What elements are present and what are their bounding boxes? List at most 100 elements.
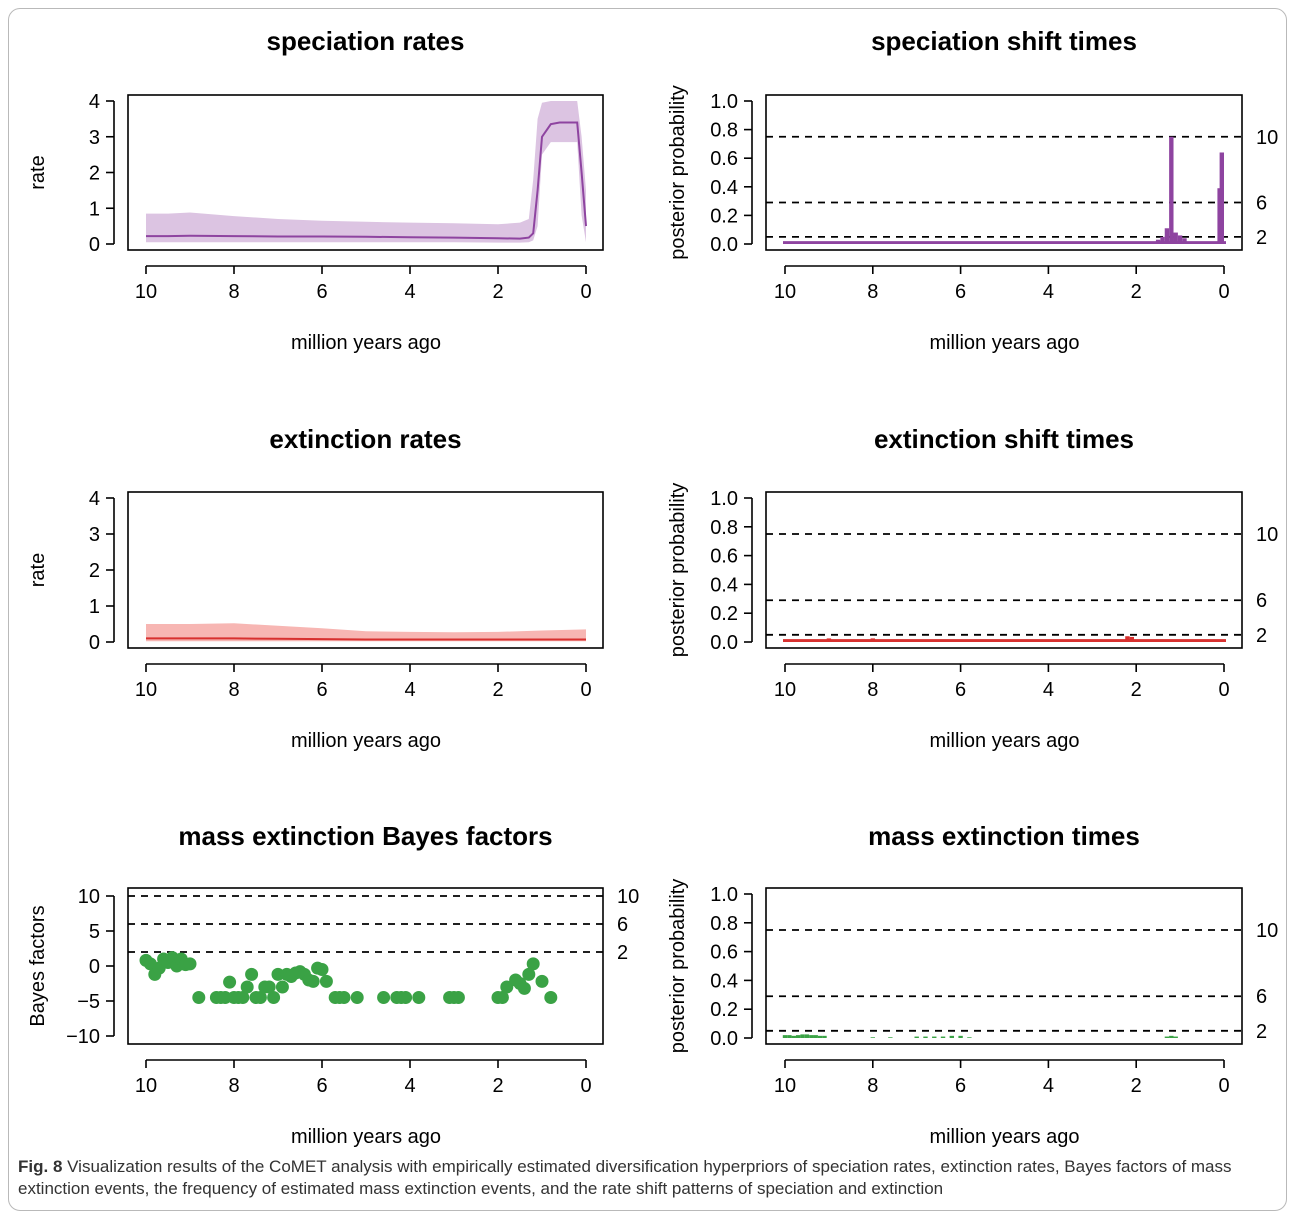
- mass-extinction-bayes-factors-point: [337, 991, 351, 1004]
- speciation-rates-credible-interval: [146, 101, 586, 243]
- mass-extinction-bayes-factors-point: [319, 974, 333, 988]
- extinction-shift-times-x-tick-label: 4: [1043, 679, 1054, 701]
- mass-extinction-bayes-factors-point: [183, 957, 197, 971]
- mass-extinction-times-y-tick-label: 0.0: [710, 1028, 738, 1050]
- speciation-rates-x-tick-label: 8: [228, 281, 239, 303]
- extinction-rates-plot-box: [127, 491, 604, 649]
- mass-extinction-bayes-factors-y-tick-label: 5: [89, 921, 100, 943]
- mass-extinction-bayes-factors-x-tick-label: 4: [404, 1075, 415, 1097]
- mass-extinction-times-bar: [1164, 1036, 1170, 1038]
- mass-extinction-bayes-factors-y-tick-label: −10: [66, 1026, 100, 1048]
- mass-extinction-bayes-factors-point: [240, 980, 254, 994]
- mass-extinction-times-x-tick-label: 6: [955, 1075, 966, 1097]
- mass-extinction-times-bar: [804, 1034, 810, 1038]
- speciation-shift-times-x-tick-label: 10: [774, 281, 796, 303]
- mass-extinction-bayes-factors-y-label: Bayes factors: [27, 905, 49, 1026]
- mass-extinction-times-plot-box: [765, 887, 1243, 1045]
- extinction-shift-times-bar: [1129, 636, 1135, 642]
- mass-extinction-bayes-factors-point: [267, 991, 281, 1004]
- mass-extinction-bayes-factors-threshold-label-2: 2: [617, 942, 628, 964]
- mass-extinction-bayes-factors-point: [192, 991, 206, 1004]
- speciation-shift-times-y-label: posterior probability: [667, 85, 689, 260]
- mass-extinction-bayes-factors-y-tick-label: −5: [77, 991, 100, 1013]
- extinction-rates-y-label: rate: [27, 553, 49, 587]
- mass-extinction-times-bar: [822, 1035, 827, 1038]
- speciation-shift-times-panel: speciation shift times 2 6 10 0.0 0.2 0.4 0.6 0.…: [667, 26, 1278, 354]
- speciation-shift-times-x-tick-label: 2: [1131, 281, 1142, 303]
- mass-extinction-bayes-factors-point: [526, 957, 540, 971]
- mass-extinction-bayes-factors-x-tick-label: 10: [135, 1075, 157, 1097]
- mass-extinction-bayes-factors-panel: mass extinction Bayes factors 2 6 10 −10 −5 0 5…: [27, 821, 639, 1148]
- mass-extinction-bayes-factors-point: [306, 974, 320, 988]
- figure-label: Fig. 8: [18, 1157, 63, 1176]
- mass-extinction-bayes-factors-point: [535, 974, 549, 988]
- extinction-shift-times-threshold-label-2: 2: [1256, 625, 1267, 647]
- extinction-rates-y-tick-label: 1: [89, 596, 100, 618]
- speciation-shift-times-bar: [1160, 236, 1165, 244]
- mass-extinction-times-y-tick-label: 0.4: [710, 970, 738, 992]
- mass-extinction-bayes-factors-point: [245, 967, 259, 981]
- extinction-shift-times-threshold-label-6: 6: [1256, 590, 1267, 612]
- extinction-shift-times-x-tick-label: 0: [1218, 679, 1229, 701]
- mass-extinction-bayes-factors-point: [544, 991, 558, 1004]
- mass-extinction-bayes-factors-point: [451, 991, 465, 1004]
- extinction-rates-panel: extinction rates 0 1 2 3 4 rate 10 8 6 4 2 0 million …: [27, 424, 604, 752]
- mass-extinction-times-bar: [932, 1036, 937, 1038]
- speciation-shift-times-bar: [1173, 232, 1178, 244]
- speciation-shift-times-threshold-label-6: 6: [1256, 193, 1267, 215]
- speciation-shift-times-y-tick-label: 1.0: [710, 91, 738, 113]
- extinction-rates-x-tick-label: 6: [316, 679, 327, 701]
- extinction-shift-times-x-tick-label: 10: [774, 679, 796, 701]
- extinction-shift-times-y-tick-label: 1.0: [710, 488, 738, 510]
- extinction-rates-x-tick-label: 2: [492, 679, 503, 701]
- speciation-rates-y-label: rate: [27, 155, 49, 189]
- mass-extinction-times-bar: [795, 1035, 801, 1038]
- speciation-shift-times-bar: [1155, 239, 1161, 244]
- mass-extinction-times-x-tick-label: 0: [1218, 1075, 1229, 1097]
- mass-extinction-times-bar: [958, 1035, 963, 1038]
- extinction-shift-times-y-tick-label: 0.6: [710, 546, 738, 568]
- speciation-rates-x-tick-label: 10: [135, 281, 157, 303]
- mass-extinction-bayes-factors-x-tick-label: 0: [580, 1075, 591, 1097]
- mass-extinction-times-bar: [800, 1034, 805, 1038]
- mass-extinction-bayes-factors-point: [399, 991, 413, 1004]
- speciation-shift-times-title: speciation shift times: [871, 26, 1137, 56]
- extinction-rates-x-tick-label: 8: [228, 679, 239, 701]
- extinction-rates-x-tick-label: 10: [135, 679, 157, 701]
- speciation-shift-times-baseline-bars: [783, 241, 1226, 244]
- speciation-rates-y-tick-label: 4: [89, 91, 100, 113]
- speciation-shift-times-x-tick-label: 4: [1043, 281, 1054, 303]
- mass-extinction-times-y-tick-label: 1.0: [710, 884, 738, 906]
- mass-extinction-times-bar: [809, 1035, 814, 1038]
- speciation-rates-x-tick-label: 0: [580, 281, 591, 303]
- mass-extinction-times-bar: [940, 1036, 946, 1038]
- speciation-shift-times-plot-box: [765, 94, 1243, 251]
- mass-extinction-bayes-factors-point: [253, 991, 267, 1004]
- speciation-rates-x-tick-label: 2: [492, 281, 503, 303]
- extinction-shift-times-bar: [826, 638, 832, 642]
- mass-extinction-times-bar: [870, 1037, 875, 1038]
- mass-extinction-bayes-factors-x-tick-label: 8: [228, 1075, 239, 1097]
- speciation-shift-times-x-tick-label: 8: [867, 281, 878, 303]
- speciation-shift-times-bar: [1219, 152, 1224, 244]
- extinction-shift-times-y-label: posterior probability: [667, 483, 689, 658]
- extinction-shift-times-y-tick-label: 0.4: [710, 574, 738, 596]
- extinction-shift-times-title: extinction shift times: [874, 424, 1134, 454]
- mass-extinction-times-bar: [1169, 1035, 1174, 1038]
- extinction-rates-mean-line: [146, 637, 586, 641]
- mass-extinction-bayes-factors-point: [223, 975, 237, 989]
- speciation-rates-mean-line: [146, 121, 587, 240]
- mass-extinction-bayes-factors-point: [262, 980, 276, 994]
- mass-extinction-bayes-factors-point: [517, 981, 531, 995]
- speciation-shift-times-x-tick-label: 6: [955, 281, 966, 303]
- extinction-shift-times-x-tick-label: 8: [867, 679, 878, 701]
- mass-extinction-times-x-tick-label: 10: [774, 1075, 796, 1097]
- mass-extinction-bayes-factors-point: [522, 967, 536, 981]
- mass-extinction-bayes-factors-threshold-label-10: 10: [617, 886, 639, 908]
- mass-extinction-bayes-factors-point: [275, 980, 289, 994]
- extinction-shift-times-y-tick-label: 0.2: [710, 603, 738, 625]
- mass-extinction-times-bar: [1173, 1036, 1178, 1038]
- speciation-rates-x-label: million years ago: [291, 332, 441, 354]
- speciation-shift-times-y-tick-label: 0.4: [710, 177, 738, 199]
